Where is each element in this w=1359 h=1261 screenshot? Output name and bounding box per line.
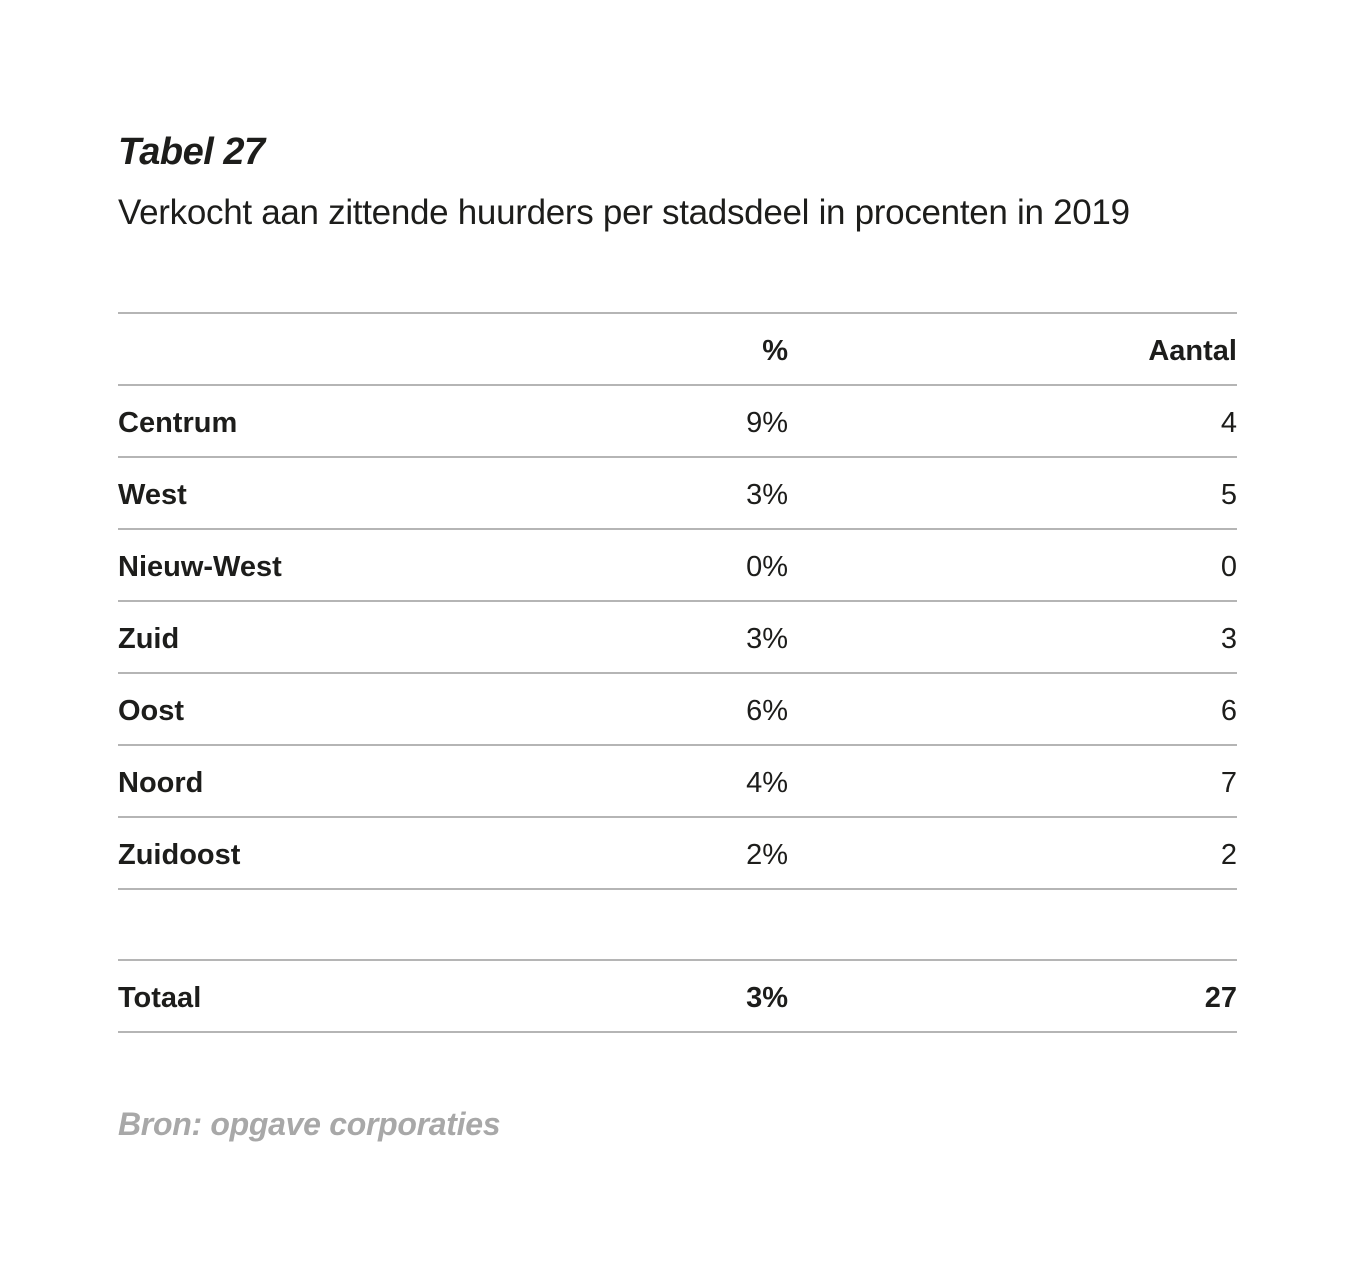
percent-value: 2%: [746, 839, 788, 871]
table-row: Zuid 3% 3: [118, 600, 1237, 672]
percent-value: 9%: [746, 407, 788, 439]
district-name: West: [118, 479, 187, 511]
table-row: West 3% 5: [118, 456, 1237, 528]
table-row: Noord 4% 7: [118, 744, 1237, 816]
total-count-value: 27: [1204, 982, 1237, 1014]
district-name: Noord: [118, 767, 204, 799]
table-row: Nieuw-West 0% 0: [118, 528, 1237, 600]
percent-value: 6%: [746, 695, 788, 727]
district-name: Centrum: [118, 407, 238, 439]
table-title: Tabel 27: [118, 131, 265, 173]
table-total-row: Totaal 3% 27: [118, 959, 1237, 1033]
table-spacer-row: [118, 888, 1237, 959]
table-subtitle: Verkocht aan zittende huurders per stads…: [118, 193, 1130, 232]
count-value: 7: [1220, 767, 1237, 799]
count-value: 0: [1220, 551, 1237, 583]
table-row: Centrum 9% 4: [118, 384, 1237, 456]
table-header-row: % Aantal: [118, 312, 1237, 384]
total-label: Totaal: [118, 982, 202, 1014]
percent-value: 3%: [746, 623, 788, 655]
district-name: Oost: [118, 695, 185, 727]
count-value: 3: [1220, 623, 1237, 655]
percent-value: 0%: [746, 551, 788, 583]
header-percent-cell: %: [762, 335, 788, 367]
district-name: Zuid: [118, 623, 180, 655]
count-value: 5: [1220, 479, 1237, 511]
percent-value: 4%: [746, 767, 788, 799]
total-percent-value: 3%: [746, 982, 788, 1014]
source-note: Bron: opgave corporaties: [118, 1106, 501, 1142]
count-value: 2: [1220, 839, 1237, 871]
table-row: Oost 6% 6: [118, 672, 1237, 744]
header-count-cell: Aantal: [1148, 335, 1237, 367]
table-row: Zuidoost 2% 2: [118, 816, 1237, 888]
district-name: Nieuw-West: [118, 551, 282, 583]
count-value: 6: [1220, 695, 1237, 727]
data-table: % Aantal Centrum 9% 4 West 3% 5 Nieuw-We…: [118, 312, 1237, 1033]
percent-value: 3%: [746, 479, 788, 511]
district-name: Zuidoost: [118, 839, 241, 871]
count-value: 4: [1220, 407, 1237, 439]
